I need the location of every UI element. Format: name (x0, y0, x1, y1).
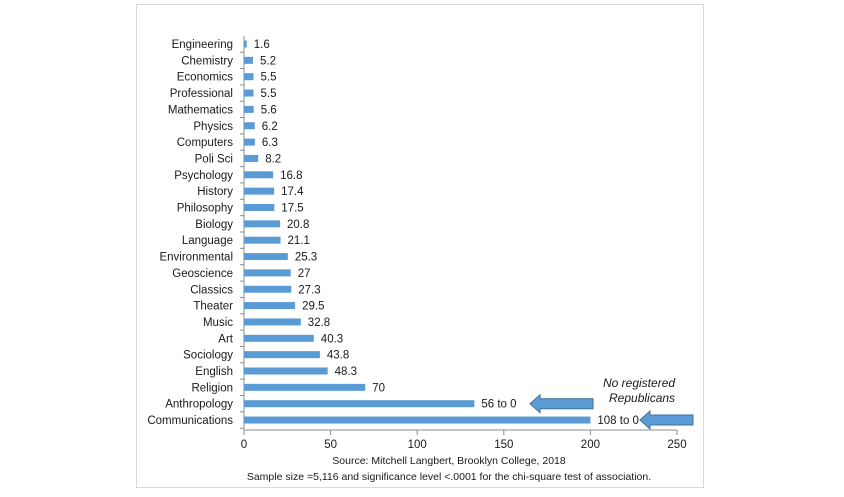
value-label: 108 to 0 (597, 415, 639, 427)
category-labels: Engineering Chemistry Economics Professiona… (147, 39, 233, 427)
x-tick-label: 200 (581, 439, 600, 451)
bar (244, 236, 281, 244)
value-label: 27.3 (298, 284, 320, 296)
category-label: Art (218, 333, 234, 345)
category-label: Philosophy (177, 203, 234, 215)
value-label: 17.5 (281, 203, 303, 215)
category-label: History (197, 186, 233, 198)
value-label: 6.3 (262, 137, 278, 149)
category-label: Poli Sci (195, 153, 233, 165)
bar (244, 187, 275, 195)
x-tick-label: 150 (494, 439, 513, 451)
bar (244, 154, 259, 162)
value-label: 16.8 (280, 170, 302, 182)
value-label: 20.8 (287, 219, 309, 231)
x-tick-label: 0 (241, 439, 247, 451)
value-label: 56 to 0 (481, 399, 516, 411)
bar (244, 351, 320, 359)
value-label: 17.4 (281, 186, 304, 198)
bar (244, 269, 291, 277)
category-label: Psychology (174, 170, 233, 182)
bar (244, 383, 366, 391)
category-label: Computers (177, 137, 233, 149)
bar (244, 204, 275, 211)
category-label: Sociology (183, 350, 233, 362)
category-label: Mathematics (168, 104, 233, 116)
bar (244, 318, 301, 326)
bar (244, 122, 255, 130)
category-label: Music (203, 317, 233, 329)
value-label: 5.6 (261, 104, 277, 116)
bar (244, 73, 254, 81)
value-label: 43.8 (327, 350, 349, 362)
bar (244, 400, 475, 408)
bars (244, 40, 591, 424)
bar (244, 302, 296, 310)
category-label: Biology (195, 219, 233, 231)
bar (244, 220, 281, 228)
category-label: Religion (191, 382, 233, 394)
value-label: 8.2 (265, 153, 281, 165)
x-tick-label: 100 (408, 439, 427, 451)
axes (240, 36, 677, 431)
value-label: 40.3 (321, 333, 343, 345)
value-label: 5.5 (261, 72, 277, 84)
bar (244, 56, 254, 64)
value-label: 70 (372, 382, 385, 394)
category-label: Classics (190, 284, 233, 296)
value-label: 25.3 (295, 252, 317, 264)
value-label: 21.1 (288, 235, 310, 247)
category-label: Engineering (172, 39, 233, 51)
annotation-line-1: No registered (603, 376, 675, 390)
annotation-line-2: Republicans (609, 391, 675, 405)
value-label: 48.3 (335, 366, 357, 378)
value-label: 6.2 (262, 121, 278, 133)
bar (244, 253, 288, 261)
bar (244, 105, 254, 113)
arrows (529, 393, 694, 431)
category-label: Theater (193, 301, 233, 313)
bar (244, 171, 274, 179)
x-tick-label: 250 (667, 439, 686, 451)
category-label: Physics (193, 121, 233, 133)
chart-frame: Engineering Chemistry Economics Professiona… (136, 4, 704, 488)
category-label: Language (182, 235, 233, 247)
x-tick-label: 50 (324, 439, 337, 451)
source-line: Source: Mitchell Langbert, Brooklyn Coll… (332, 455, 566, 467)
left-arrow-icon (529, 393, 594, 414)
category-label: Geoscience (172, 268, 233, 280)
value-label: 27 (298, 268, 311, 280)
category-label: Anthropology (165, 399, 233, 411)
bar (244, 416, 591, 424)
bar (244, 285, 292, 293)
value-label: 1.6 (254, 39, 270, 51)
category-label: Chemistry (181, 55, 233, 67)
value-label: 5.2 (260, 55, 276, 67)
left-arrow-icon (639, 409, 694, 431)
bar-chart: Engineering Chemistry Economics Professiona… (147, 36, 694, 483)
sample-size-line: Sample size =5,116 and significance leve… (247, 471, 651, 483)
bar (244, 40, 247, 48)
value-label: 29.5 (302, 301, 324, 313)
category-label: Professional (170, 88, 233, 100)
category-label: Economics (177, 72, 233, 84)
category-label: Environmental (159, 252, 233, 264)
category-label: English (195, 366, 233, 378)
value-label: 5.5 (261, 88, 277, 100)
bar (244, 89, 254, 97)
bar (244, 367, 328, 375)
value-label: 32.8 (308, 317, 330, 329)
bar (244, 138, 255, 146)
x-axis-ticks: 0 50 100 150 200 250 (241, 430, 687, 451)
category-label: Communications (147, 415, 233, 427)
bar (244, 334, 314, 342)
value-labels: 1.6 5.2 5.5 5.5 5.6 6.2 6.3 8.2 16.8 17.4 17.5 20.8… (254, 39, 639, 427)
